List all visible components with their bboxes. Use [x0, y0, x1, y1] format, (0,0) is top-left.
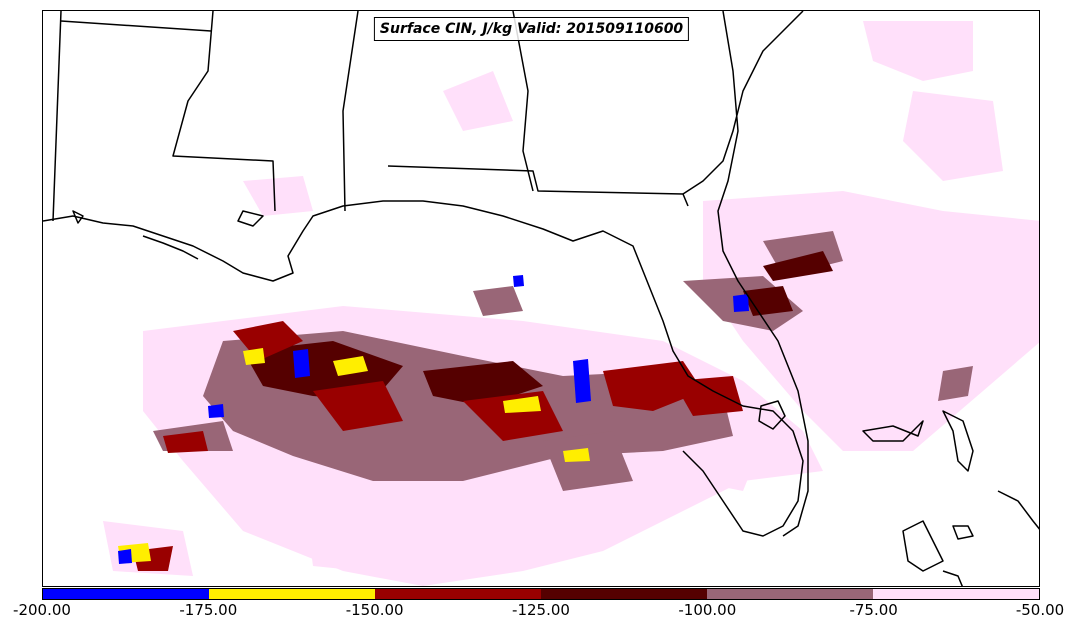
colorbar-segment — [707, 589, 873, 599]
map-title: Surface CIN, J/kg Valid: 201509110600 — [373, 17, 690, 41]
cin-map — [43, 11, 1039, 586]
colorbar — [42, 588, 1040, 600]
colorbar-segment — [43, 589, 209, 599]
colorbar-tick-label: -125.00 — [512, 601, 570, 619]
colorbar-tick-label: -50.00 — [1015, 601, 1065, 619]
colorbar-segment — [209, 589, 375, 599]
colorbar-tick-label: -200.00 — [13, 601, 71, 619]
coastlines-and-borders — [43, 11, 1039, 586]
map-panel: Surface CIN, J/kg Valid: 201509110600 — [42, 10, 1040, 587]
colorbar-tick-label: -150.00 — [345, 601, 404, 619]
cin-blue-areas — [118, 275, 749, 564]
cin-light-pink-areas — [103, 21, 1039, 586]
colorbar-tick-label: -175.00 — [179, 601, 238, 619]
colorbar-tick-label: -100.00 — [678, 601, 737, 619]
cin-yellow-areas — [118, 348, 590, 563]
colorbar-tick-labels: -200.00 -175.00 -150.00 -125.00 -100.00 -75.0… — [13, 601, 1064, 621]
colorbar-segment — [541, 589, 707, 599]
colorbar-segment — [375, 589, 541, 599]
colorbar-tick-label: -75.00 — [849, 601, 898, 619]
colorbar-segment — [873, 589, 1039, 599]
